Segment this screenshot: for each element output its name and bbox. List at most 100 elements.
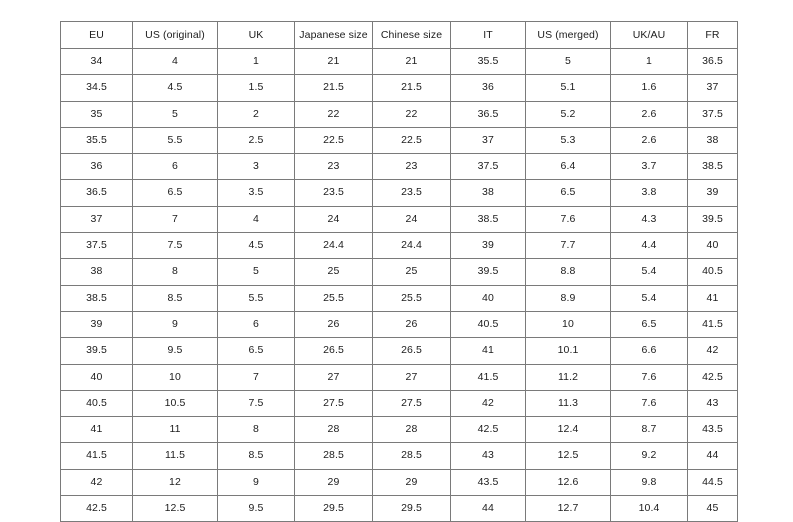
table-cell: 11.3 bbox=[525, 389, 611, 418]
table-row: 36 6 3 23 23 37.5 6.4 3.7 38.5 bbox=[60, 153, 738, 181]
table-cell: 29.5 bbox=[372, 495, 451, 522]
table-cell: 37 bbox=[687, 74, 738, 102]
table-cell: 44 bbox=[450, 495, 526, 522]
table-cell: 21.5 bbox=[372, 74, 451, 102]
table-cell: 6 bbox=[217, 310, 295, 339]
table-row: 38 8 5 25 25 39.5 8.8 5.4 40.5 bbox=[60, 258, 738, 286]
table-cell: 11.2 bbox=[525, 363, 611, 391]
table-cell: 38 bbox=[450, 179, 526, 207]
table-cell: 7.6 bbox=[610, 389, 688, 418]
table-cell: 12.7 bbox=[525, 495, 611, 522]
table-cell: 28 bbox=[294, 416, 373, 444]
table-row: 42.5 12.5 9.5 29.5 29.5 44 12.7 10.4 45 bbox=[60, 495, 738, 522]
table-cell: 40.5 bbox=[60, 389, 133, 418]
table-cell: 29 bbox=[294, 468, 373, 497]
table-cell: 40.5 bbox=[687, 258, 738, 286]
table-cell: 37.5 bbox=[687, 100, 738, 128]
table-row: 37.5 7.5 4.5 24.4 24.4 39 7.7 4.4 40 bbox=[60, 232, 738, 260]
table-row: 38.5 8.5 5.5 25.5 25.5 40 8.9 5.4 41 bbox=[60, 284, 738, 312]
table-cell: 10.4 bbox=[610, 495, 688, 522]
table-cell: 41 bbox=[60, 416, 133, 444]
table-cell: 34.5 bbox=[60, 74, 133, 102]
table-cell: 36 bbox=[60, 153, 133, 181]
table-cell: 24.4 bbox=[372, 232, 451, 260]
table-cell: 6.5 bbox=[610, 310, 688, 339]
table-cell: 1 bbox=[610, 47, 688, 76]
table-cell: 27 bbox=[294, 363, 373, 391]
table-cell: 39 bbox=[60, 310, 133, 339]
table-cell: 10 bbox=[525, 310, 611, 339]
table-cell: 4.5 bbox=[217, 232, 295, 260]
table-cell: 37 bbox=[60, 205, 133, 234]
table-cell: 29 bbox=[372, 468, 451, 497]
table-row: 36.5 6.5 3.5 23.5 23.5 38 6.5 3.8 39 bbox=[60, 179, 738, 207]
table-cell: 41.5 bbox=[687, 310, 738, 339]
table-cell: 37.5 bbox=[450, 153, 526, 181]
table-cell: 26 bbox=[294, 310, 373, 339]
table-cell: 39.5 bbox=[687, 205, 738, 234]
table-cell: 4.3 bbox=[610, 205, 688, 234]
table-row: 41.5 11.5 8.5 28.5 28.5 43 12.5 9.2 44 bbox=[60, 442, 738, 470]
column-header-1: US (original) bbox=[132, 21, 218, 49]
table-cell: 44.5 bbox=[687, 468, 738, 497]
table-cell: 40 bbox=[450, 284, 526, 312]
table-cell: 28 bbox=[372, 416, 451, 444]
table-cell: 23.5 bbox=[372, 179, 451, 207]
table-cell: 4 bbox=[217, 205, 295, 234]
table-cell: 21 bbox=[294, 47, 373, 76]
table-cell: 45 bbox=[687, 495, 738, 522]
table-cell: 9.5 bbox=[217, 495, 295, 522]
table-cell: 40 bbox=[687, 232, 738, 260]
table-cell: 8 bbox=[132, 258, 218, 286]
table-cell: 22 bbox=[372, 100, 451, 128]
table-cell: 7 bbox=[217, 363, 295, 391]
table-cell: 28.5 bbox=[372, 442, 451, 470]
table-cell: 1.6 bbox=[610, 74, 688, 102]
column-header-2: UK bbox=[217, 21, 295, 49]
table-cell: 37 bbox=[450, 126, 526, 155]
table-cell: 2.6 bbox=[610, 100, 688, 128]
table-cell: 7.7 bbox=[525, 232, 611, 260]
table-body: 34 4 1 21 21 35.5 5 1 36.5 34.5 4.5 1.5 21.5 21.5 36 5.… bbox=[60, 47, 738, 522]
table-cell: 1.5 bbox=[217, 74, 295, 102]
table-cell: 34 bbox=[60, 47, 133, 76]
table-row: 34.5 4.5 1.5 21.5 21.5 36 5.1 1.6 37 bbox=[60, 74, 738, 102]
table-cell: 12 bbox=[132, 468, 218, 497]
column-header-4: Chinese size bbox=[372, 21, 451, 49]
table-cell: 9 bbox=[217, 468, 295, 497]
table-cell: 8.5 bbox=[132, 284, 218, 312]
table-cell: 27 bbox=[372, 363, 451, 391]
table-cell: 7.6 bbox=[525, 205, 611, 234]
table-row: 40.5 10.5 7.5 27.5 27.5 42 11.3 7.6 43 bbox=[60, 389, 738, 418]
table-cell: 37.5 bbox=[60, 232, 133, 260]
table-cell: 6.4 bbox=[525, 153, 611, 181]
table-cell: 6.6 bbox=[610, 337, 688, 365]
table-cell: 11 bbox=[132, 416, 218, 444]
table-cell: 41 bbox=[450, 337, 526, 365]
table-row: 37 7 4 24 24 38.5 7.6 4.3 39.5 bbox=[60, 205, 738, 234]
table-cell: 26.5 bbox=[294, 337, 373, 365]
table-cell: 24.4 bbox=[294, 232, 373, 260]
page-canvas: EU US (original) UK Japanese size Chinese si… bbox=[60, 21, 738, 522]
table-cell: 2 bbox=[217, 100, 295, 128]
column-header-5: IT bbox=[450, 21, 526, 49]
table-cell: 43.5 bbox=[450, 468, 526, 497]
table-cell: 21.5 bbox=[294, 74, 373, 102]
table-cell: 44 bbox=[687, 442, 738, 470]
table-cell: 8.9 bbox=[525, 284, 611, 312]
table-cell: 5.5 bbox=[217, 284, 295, 312]
table-cell: 8 bbox=[217, 416, 295, 444]
table-row: 39.5 9.5 6.5 26.5 26.5 41 10.1 6.6 42 bbox=[60, 337, 738, 365]
table-cell: 10.1 bbox=[525, 337, 611, 365]
table-cell: 35.5 bbox=[450, 47, 526, 76]
table-cell: 25 bbox=[372, 258, 451, 286]
table-cell: 23 bbox=[294, 153, 373, 181]
table-cell: 7.5 bbox=[132, 232, 218, 260]
table-cell: 2.5 bbox=[217, 126, 295, 155]
table-cell: 6.5 bbox=[217, 337, 295, 365]
table-cell: 38.5 bbox=[60, 284, 133, 312]
table-cell: 5.5 bbox=[132, 126, 218, 155]
table-cell: 12.5 bbox=[132, 495, 218, 522]
table-cell: 5 bbox=[132, 100, 218, 128]
table-cell: 42 bbox=[450, 389, 526, 418]
